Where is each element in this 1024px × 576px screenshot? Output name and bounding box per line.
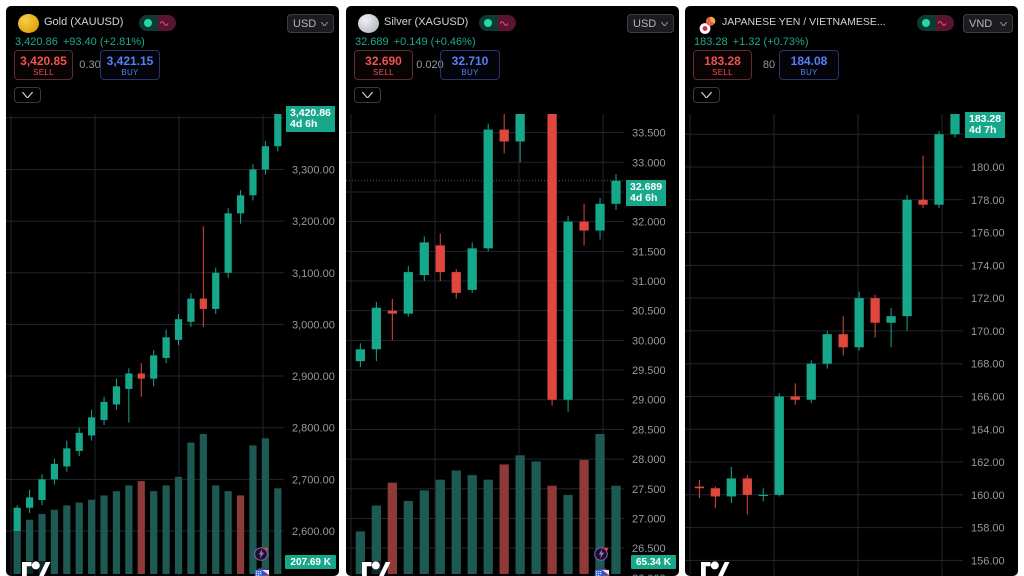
svg-text:3,000.00: 3,000.00 — [292, 319, 335, 331]
svg-text:158.00: 158.00 — [971, 523, 1005, 535]
svg-text:29.500: 29.500 — [632, 365, 666, 377]
svg-text:156.00: 156.00 — [971, 555, 1005, 567]
svg-text:30.500: 30.500 — [632, 306, 666, 318]
svg-text:162.00: 162.00 — [971, 457, 1005, 469]
svg-text:2,900.00: 2,900.00 — [292, 371, 335, 383]
svg-text:176.00: 176.00 — [971, 228, 1005, 240]
svg-text:31.000: 31.000 — [632, 276, 666, 288]
svg-text:32.000: 32.000 — [632, 217, 666, 229]
svg-text:33.500: 33.500 — [632, 128, 666, 140]
svg-text:26.500: 26.500 — [632, 543, 666, 555]
svg-text:166.00: 166.00 — [971, 391, 1005, 403]
svg-text:2,800.00: 2,800.00 — [292, 423, 335, 435]
svg-text:29.000: 29.000 — [632, 395, 666, 407]
svg-text:33.000: 33.000 — [632, 157, 666, 169]
svg-text:28.500: 28.500 — [632, 424, 666, 436]
svg-text:2,700.00: 2,700.00 — [292, 474, 335, 486]
svg-text:170.00: 170.00 — [971, 326, 1005, 338]
svg-text:180.00: 180.00 — [971, 162, 1005, 174]
svg-text:172.00: 172.00 — [971, 293, 1005, 305]
svg-text:28.000: 28.000 — [632, 454, 666, 466]
svg-text:3,300.00: 3,300.00 — [292, 164, 335, 176]
svg-text:27.000: 27.000 — [632, 513, 666, 525]
svg-text:30.000: 30.000 — [632, 335, 666, 347]
svg-text:174.00: 174.00 — [971, 260, 1005, 272]
svg-text:3,200.00: 3,200.00 — [292, 216, 335, 228]
svg-text:2,600.00: 2,600.00 — [292, 526, 335, 538]
svg-text:168.00: 168.00 — [971, 359, 1005, 371]
svg-text:160.00: 160.00 — [971, 490, 1005, 502]
svg-text:3,100.00: 3,100.00 — [292, 268, 335, 280]
svg-text:31.500: 31.500 — [632, 246, 666, 258]
svg-text:27.500: 27.500 — [632, 484, 666, 496]
svg-text:164.00: 164.00 — [971, 424, 1005, 436]
svg-text:178.00: 178.00 — [971, 195, 1005, 207]
